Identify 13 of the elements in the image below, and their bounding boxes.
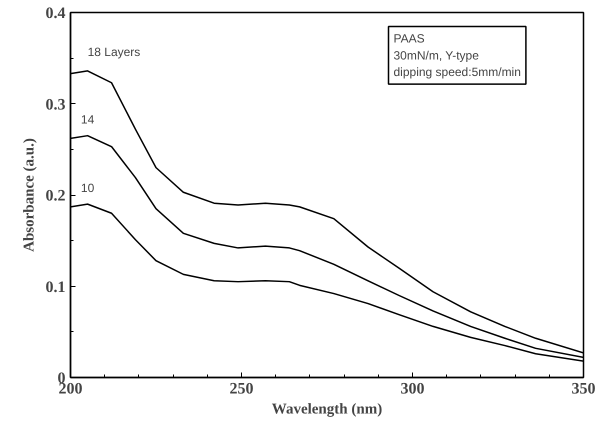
series-label: 14 [80,112,95,127]
series-label: 10 [80,181,95,196]
y-axis-title: Absorbance (a.u.) [22,138,38,252]
x-tick-label: 300 [400,380,424,398]
y-tick-label: 0.3 [46,96,66,114]
x-tick-label: 350 [572,380,596,398]
x-axis-title: Wavelength (nm) [272,402,382,418]
y-tick-label: 0.1 [46,278,66,296]
series-label: 18 Layers [88,44,140,59]
x-tick-label: 250 [230,380,254,398]
y-tick-label: 0.4 [46,5,66,22]
annotation: PAAS 30mN/m, Y-type dipping speed:5mm/min [394,32,521,80]
y-tick-label: 0.2 [46,188,66,204]
